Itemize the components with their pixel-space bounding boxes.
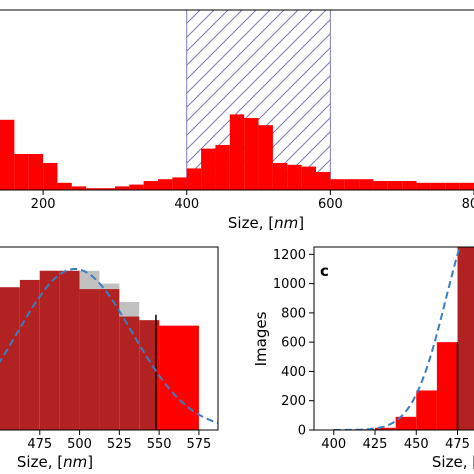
bar [445,182,460,190]
bar [43,163,58,190]
x-tick-label: 475 [27,437,52,452]
x-tick-label: 575 [186,437,211,452]
x-tick-label: 550 [147,437,172,452]
x-tick-label: 400 [174,197,199,212]
y-tick-label: 800 [281,306,306,321]
x-tick-label: 800 [462,197,474,212]
x-tick-label: 525 [107,437,132,452]
x-tick-label: 425 [363,437,388,452]
bar [436,342,458,430]
bar-selected [19,279,40,430]
bar-selected [59,270,80,430]
bar-selected [0,287,20,430]
x-tick-label: 450 [404,437,429,452]
bar [143,181,158,190]
bar [301,166,316,190]
x-axis-label: Size, [nm] [228,214,304,232]
x-tick-label: 600 [318,197,343,212]
panel-c: 400 425 450 475 0 200 400 600 800 1000 1200 c Ima… [252,246,474,471]
bar [158,179,173,190]
bar-selected [39,270,60,430]
bar [86,188,101,190]
histogram-bars [354,247,474,430]
y-axis-label: Images [252,311,270,366]
bar [387,181,403,190]
y-tick-label: 1000 [273,277,306,292]
bar [186,168,202,190]
y-tick-label: 200 [281,394,306,409]
bar-selected [457,247,474,430]
bar [179,325,199,430]
bar [416,182,431,190]
y-tick-label: 400 [281,365,306,380]
bar [359,179,374,190]
bar [316,172,331,190]
bar [159,325,180,430]
histogram-bars [0,114,474,190]
histogram-bars [0,270,199,430]
bar [100,188,115,190]
bar [172,177,187,190]
x-ticks: 200 400 600 800 [31,190,474,212]
bar [71,186,87,190]
bar [373,181,388,190]
bar [129,184,144,190]
bar [244,118,259,190]
y-tick-label: 1200 [273,248,306,263]
x-tick-label: 500 [67,437,92,452]
bar [28,154,44,190]
bar [57,182,72,190]
bar [0,119,15,190]
y-ticks: 0 200 400 600 800 1000 1200 [273,248,314,439]
bar-selected [119,316,140,430]
bar [402,181,417,190]
y-tick-label: 600 [281,336,306,351]
bar [114,186,130,190]
bar [375,427,396,430]
bar [395,416,417,430]
y-tick-label: 0 [298,424,306,439]
bar-selected [139,320,156,430]
panel-label: c [320,262,329,280]
x-axis-label: Size, [nm] [17,453,93,471]
fit-curve [0,268,218,424]
bar [272,163,288,190]
bar [344,179,360,190]
bar-selected [79,289,100,430]
plot-frame [0,9,474,191]
bar [201,148,216,190]
bar [330,179,345,190]
plot-frame [0,246,219,431]
x-tick-label: 475 [445,437,470,452]
bar-selected [99,289,120,430]
x-tick-label: 400 [321,437,346,452]
bar [459,182,474,190]
x-ticks: 400 425 450 475 [321,430,470,452]
panel-a: 200 400 600 800 Size, [nm] [0,9,474,232]
bar [14,154,29,190]
bar [229,114,245,190]
bar [430,182,446,190]
bar [155,320,160,430]
panel-b: 475 500 525 550 575 Size, [nm] [0,246,219,471]
bar [258,125,273,190]
bar [287,164,302,190]
bar [215,145,230,190]
plot-frame [313,246,474,431]
bar [416,390,437,430]
x-ticks: 475 500 525 550 575 [27,430,211,452]
x-axis-label: Size, [nm] [432,453,474,471]
x-tick-label: 200 [31,197,56,212]
